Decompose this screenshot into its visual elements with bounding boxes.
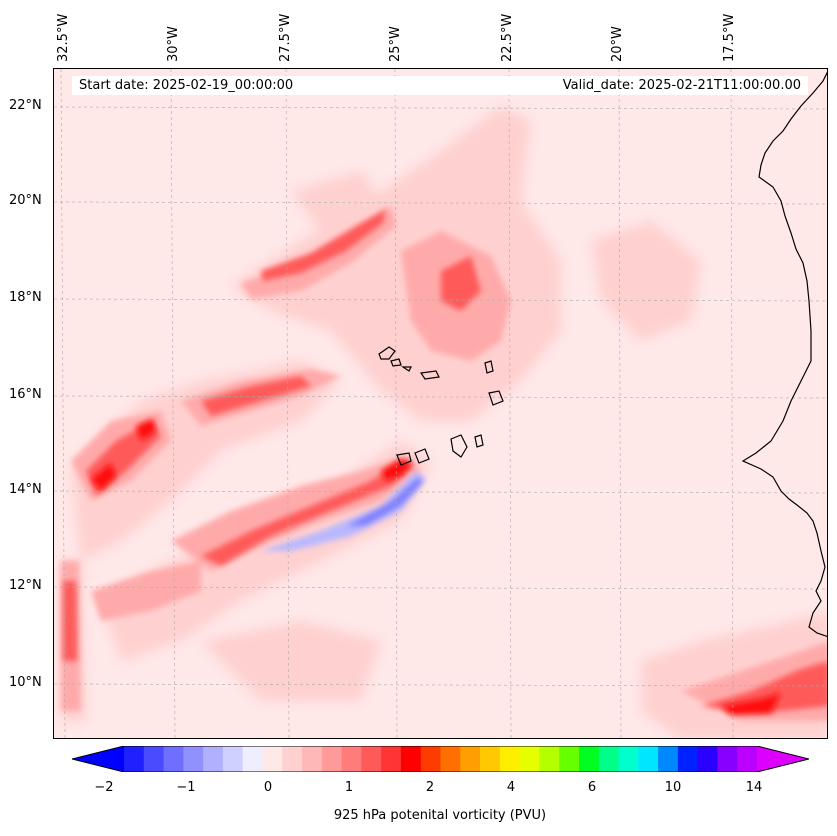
colorbar-segment bbox=[539, 746, 560, 772]
colorbar-tick: 4 bbox=[506, 780, 516, 795]
colorbar-segment bbox=[143, 746, 165, 772]
cape-verde-islands bbox=[378, 346, 504, 466]
colorbar-segment bbox=[321, 746, 343, 772]
lon-label: 25°W bbox=[388, 26, 403, 62]
lon-label: 30°W bbox=[166, 26, 181, 62]
lon-label: 17.5°W bbox=[722, 13, 737, 62]
pv-field-high bbox=[63, 209, 827, 713]
colorbar-segment bbox=[222, 746, 244, 772]
colorbar-segment bbox=[183, 746, 204, 772]
colorbar-max-extend bbox=[757, 746, 809, 772]
colorbar-title: 925 hPa potenital vorticity (PVU) bbox=[333, 808, 547, 823]
lon-label: 22.5°W bbox=[500, 13, 515, 62]
colorbar-tick: 0 bbox=[263, 780, 273, 795]
lat-label: 10°N bbox=[9, 675, 42, 690]
colorbar-segment bbox=[499, 746, 521, 772]
colorbar-segment bbox=[341, 746, 362, 772]
map-panel[interactable] bbox=[53, 68, 828, 739]
pv-field-negative bbox=[261, 471, 426, 551]
lat-label: 22°N bbox=[9, 98, 42, 113]
colorbar-tick: 2 bbox=[425, 780, 435, 795]
colorbar-segment bbox=[737, 746, 758, 772]
colorbar-segment bbox=[658, 746, 679, 772]
colorbar-segment bbox=[638, 746, 659, 772]
lat-label: 16°N bbox=[9, 387, 42, 402]
lon-label: 27.5°W bbox=[278, 13, 293, 62]
pv-contour-map bbox=[54, 69, 827, 738]
colorbar-segment bbox=[717, 746, 738, 772]
africa-coastline bbox=[741, 71, 827, 637]
colorbar-segment bbox=[163, 746, 184, 772]
colorbar-segment bbox=[460, 746, 481, 772]
colorbar-tick: 1 bbox=[344, 780, 354, 795]
colorbar-segment bbox=[677, 746, 699, 772]
colorbar-segment bbox=[203, 746, 224, 772]
colorbar-tick: −1 bbox=[176, 780, 196, 795]
colorbar-segment bbox=[420, 746, 441, 772]
colorbar-tick: −2 bbox=[94, 780, 114, 795]
lat-label: 18°N bbox=[9, 290, 42, 305]
colorbar-segment bbox=[262, 746, 283, 772]
colorbar-segment bbox=[302, 746, 323, 772]
colorbar bbox=[72, 746, 809, 772]
info-bar bbox=[72, 76, 808, 95]
lat-label: 14°N bbox=[9, 482, 42, 497]
colorbar-segment bbox=[618, 746, 639, 772]
colorbar-segment bbox=[519, 746, 540, 772]
lon-label: 20°W bbox=[610, 26, 625, 62]
colorbar-segment bbox=[480, 746, 501, 772]
lat-label: 20°N bbox=[9, 193, 42, 208]
colorbar-segment bbox=[282, 746, 303, 772]
lat-label: 12°N bbox=[9, 578, 42, 593]
colorbar-segment bbox=[598, 746, 620, 772]
colorbar-min-extend bbox=[72, 746, 124, 772]
colorbar-segment bbox=[124, 746, 145, 772]
colorbar-segment bbox=[559, 746, 580, 772]
colorbar-tick: 10 bbox=[664, 780, 682, 795]
colorbar-segment bbox=[440, 746, 461, 772]
valid-date-label: Valid_date: 2025-02-21T11:00:00.00 bbox=[562, 78, 801, 93]
start-date-label: Start date: 2025-02-19_00:00:00 bbox=[79, 78, 294, 93]
lon-label: 32.5°W bbox=[56, 13, 71, 62]
colorbar-segment bbox=[361, 746, 382, 772]
colorbar-segment bbox=[242, 746, 263, 772]
colorbar-segment bbox=[400, 746, 422, 772]
colorbar-tick: 6 bbox=[587, 780, 597, 795]
colorbar-segment bbox=[381, 746, 402, 772]
colorbar-tick: 14 bbox=[745, 780, 763, 795]
graticule bbox=[54, 69, 827, 738]
colorbar-segment bbox=[578, 746, 600, 772]
colorbar-segment bbox=[697, 746, 718, 772]
pv-field-peak bbox=[91, 419, 781, 715]
